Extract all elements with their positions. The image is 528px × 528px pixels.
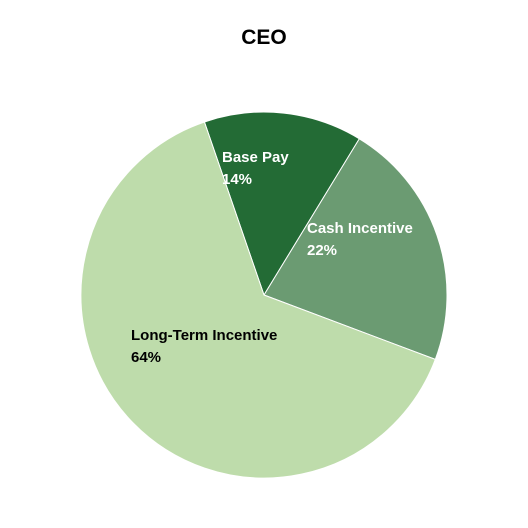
pie-slice-long-term-incentive (80, 121, 436, 479)
slice-name: Cash Incentive (307, 220, 413, 237)
slice-label-cash-incentive: Cash Incentive 22% (307, 220, 413, 259)
pie-slice-base-pay (203, 111, 361, 297)
slice-label-base-pay: Base Pay 14% (222, 149, 289, 188)
slice-label-long-term-incentive: Long-Term Incentive 64% (131, 327, 277, 366)
slice-percent: 64% (131, 349, 161, 366)
slice-percent: 22% (307, 242, 337, 259)
chart-title: CEO (241, 26, 287, 49)
pie-slice-cash-incentive (263, 138, 448, 361)
slice-percent: 14% (222, 171, 252, 188)
slice-name: Long-Term Incentive (131, 327, 277, 344)
slice-name: Base Pay (222, 149, 289, 166)
